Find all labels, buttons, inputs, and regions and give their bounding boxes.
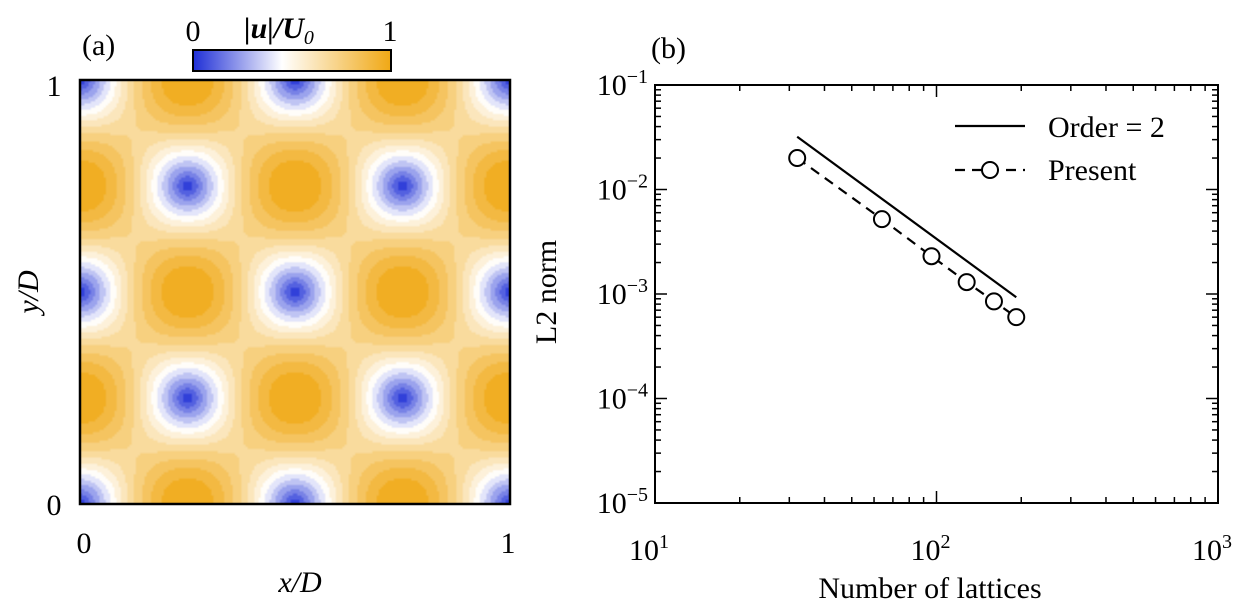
colorbar-max-label: 1 xyxy=(383,15,398,48)
y-tick-0: 0 xyxy=(47,489,62,522)
series-present-point xyxy=(1007,308,1026,327)
series-present-point xyxy=(788,149,807,168)
legend: Order = 2 Present xyxy=(955,111,1165,187)
panel-b-label: (b) xyxy=(651,32,686,65)
series-order2-line xyxy=(796,135,1017,299)
velocity-magnitude-heatmap xyxy=(80,80,510,504)
x-tick-label: 102 xyxy=(911,531,951,567)
y-tick-label: 10−5 xyxy=(597,484,648,520)
y-axis-label: y/D xyxy=(12,270,45,317)
series-present-point xyxy=(922,247,941,266)
y-tick-1: 1 xyxy=(47,70,62,103)
series-present-line xyxy=(796,157,1017,319)
panel-b-tick-labels: 101 102 103 10−5 10−4 10−3 10−2 10−1 xyxy=(597,66,1232,567)
series-present-point xyxy=(957,273,976,292)
y-tick-label: 10−1 xyxy=(597,66,648,102)
series-present-point xyxy=(872,210,891,229)
series-present-point xyxy=(984,292,1003,311)
x-tick-1: 1 xyxy=(501,527,516,560)
y-axis-label-b: L2 norm xyxy=(530,240,563,344)
x-tick-label: 103 xyxy=(1192,531,1232,567)
panel-a-frame xyxy=(78,78,512,506)
colorbar-title: |u|/U0 xyxy=(244,12,314,49)
panel-a-label: (a) xyxy=(82,29,115,62)
x-axis-label: x/D xyxy=(277,566,322,599)
colorbar-min-label: 0 xyxy=(186,15,201,48)
panel-b: (b) 101 102 103 10−5 10−4 10−3 10−2 10−1 Number… xyxy=(530,32,1232,605)
panel-b-ticks xyxy=(654,85,1218,504)
x-tick-label: 101 xyxy=(629,531,669,567)
x-tick-0: 0 xyxy=(77,527,92,560)
colorbar-title-sub: 0 xyxy=(304,27,314,49)
legend-marker-present xyxy=(981,161,999,179)
panel-a: (a) 0 1 |u|/U0 0 1 0 1 x/D y/D xyxy=(12,12,516,599)
y-tick-label: 10−4 xyxy=(597,380,648,416)
colorbar-title-main: |u|/U xyxy=(244,12,305,45)
colorbar: 0 1 |u|/U0 xyxy=(186,12,398,72)
panel-b-frame xyxy=(654,84,1219,504)
panel-b-series xyxy=(788,135,1026,327)
y-tick-label: 10−3 xyxy=(597,275,648,311)
x-axis-label-b: Number of lattices xyxy=(818,572,1041,605)
y-tick-label: 10−2 xyxy=(597,171,648,207)
legend-label-present: Present xyxy=(1048,154,1137,187)
legend-label-order2: Order = 2 xyxy=(1048,111,1165,144)
colorbar-gradient xyxy=(192,49,392,72)
